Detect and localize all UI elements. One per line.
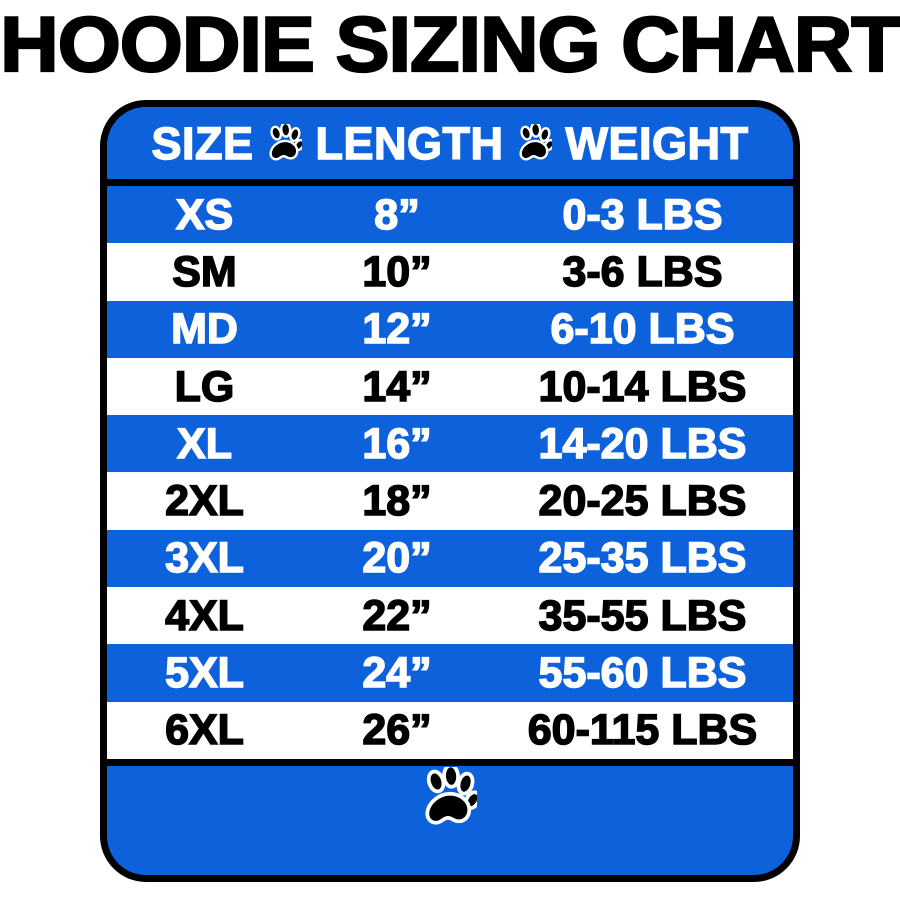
cell-length: 24” [362,649,433,698]
cell-size: XL [176,419,232,468]
table-row: XL 16” 14-20 LBS [107,415,793,473]
cell-length: 10” [362,247,433,296]
table-row: 6XL 26” 60-115 LBS [107,701,793,759]
cell-weight: 10-14 LBS [538,362,747,411]
cell-size: 2XL [164,477,244,526]
cell-weight: 60-115 LBS [527,706,758,755]
column-header-weight: WEIGHT [565,117,749,169]
table-row: 3XL 20” 25-35 LBS [107,529,793,588]
cell-size: 4XL [164,591,244,640]
cell-length: 22” [362,591,433,640]
cell-size: MD [170,305,238,354]
cell-length: 8” [374,190,421,239]
table-row: LG 14” 10-14 LBS [107,357,793,416]
cell-size: 3XL [164,534,244,583]
cell-length: 16” [362,419,433,468]
cell-size: XS [175,190,234,239]
column-header-size: SIZE [151,117,254,169]
cell-weight: 0-3 LBS [562,190,724,239]
cell-weight: 55-60 LBS [538,649,747,698]
cell-length: 20” [362,534,433,583]
cell-length: 12” [362,305,433,354]
cell-size: 6XL [164,706,244,755]
cell-weight: 35-55 LBS [538,591,747,640]
cell-weight: 25-35 LBS [538,534,747,583]
table-row: 2XL 18” 20-25 LBS [107,472,793,530]
paw-print-icon [518,121,555,162]
table-header-row: SIZE LENGTH [107,107,793,186]
table-row: SM 10” 3-6 LBS [107,243,793,301]
cell-length: 14” [362,362,433,411]
paw-print-icon [268,121,305,162]
table-body: XS 8” 0-3 LBS SM 10” 3-6 LBS MD 12” 6-10 LBS LG 14… [107,186,793,759]
table-row: MD 12” 6-10 LBS [107,300,793,358]
cell-weight: 14-20 LBS [538,419,747,468]
page-title: HOODIE SIZING CHART [0,0,900,88]
table-row: 4XL 22” 35-55 LBS [107,587,793,645]
cell-weight: 3-6 LBS [562,247,724,296]
table-row: 5XL 24” 55-60 LBS [107,644,793,702]
cell-size: LG [174,362,235,411]
cell-length: 26” [362,706,433,755]
sizing-table-card: SIZE LENGTH [100,100,800,882]
cell-weight: 6-10 LBS [550,305,736,354]
cell-size: SM [172,247,238,296]
column-header-length: LENGTH [315,117,504,169]
table-row: XS 8” 0-3 LBS [107,186,793,244]
cell-weight: 20-25 LBS [538,477,747,526]
paw-print-icon [423,764,482,827]
cell-length: 18” [362,477,433,526]
cell-size: 5XL [164,649,244,698]
table-footer [107,758,793,829]
